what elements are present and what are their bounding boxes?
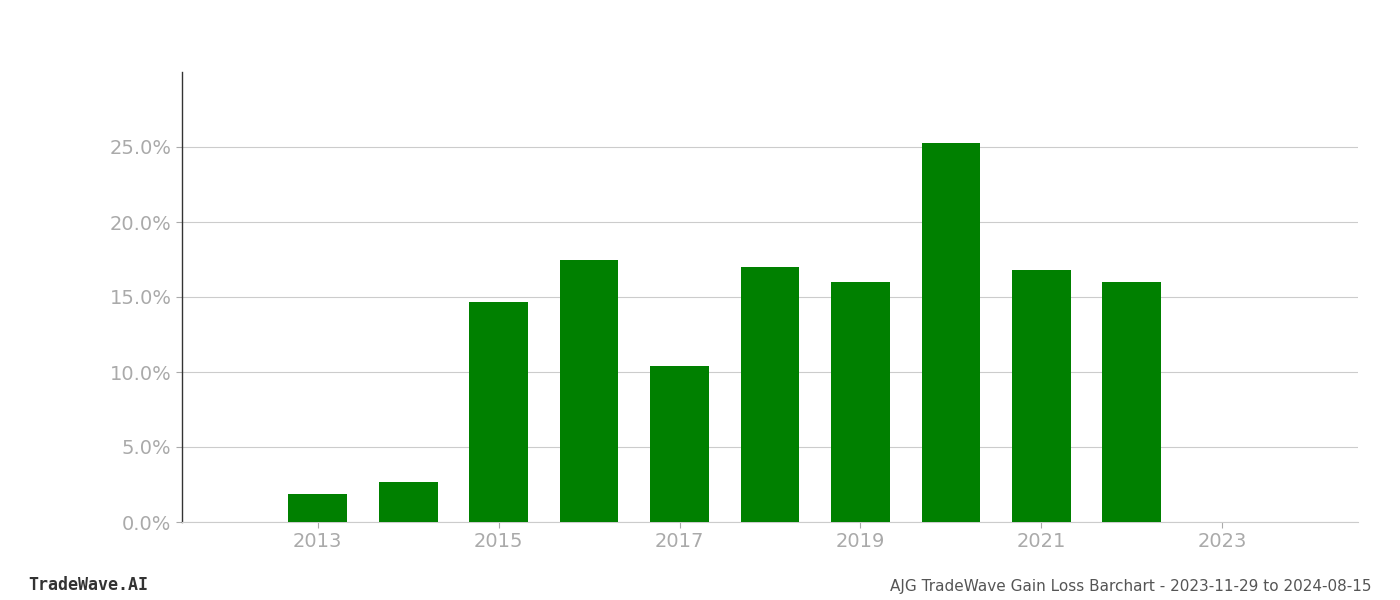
Bar <box>1012 270 1071 522</box>
Bar <box>1102 282 1161 522</box>
Text: TradeWave.AI: TradeWave.AI <box>28 576 148 594</box>
Text: AJG TradeWave Gain Loss Barchart - 2023-11-29 to 2024-08-15: AJG TradeWave Gain Loss Barchart - 2023-… <box>890 579 1372 594</box>
Bar <box>288 493 347 522</box>
Bar <box>921 142 980 522</box>
Bar <box>560 259 619 522</box>
Bar <box>832 282 890 522</box>
Bar <box>741 267 799 522</box>
Bar <box>379 481 438 522</box>
Bar <box>469 301 528 522</box>
Bar <box>650 366 708 522</box>
